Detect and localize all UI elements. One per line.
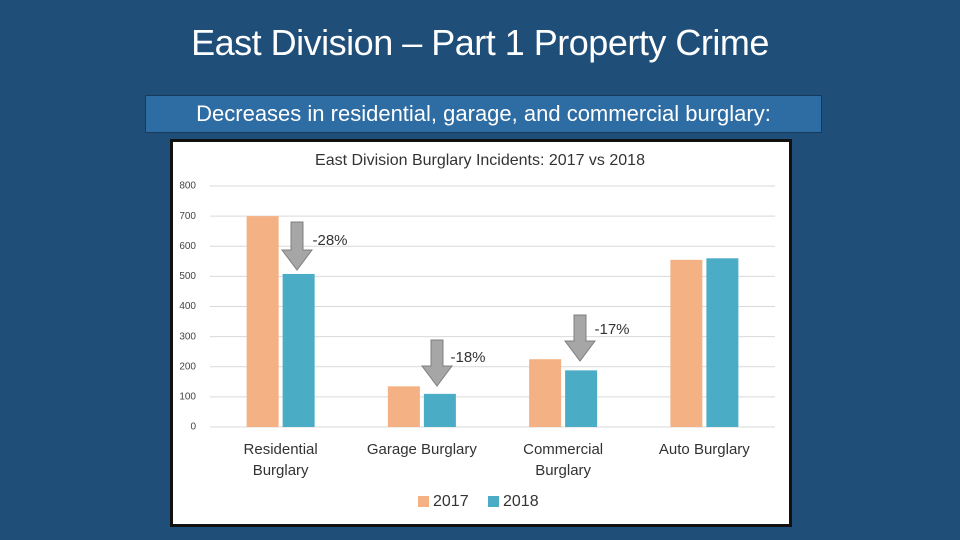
y-tick-label: 600 (179, 241, 196, 252)
y-tick-label: 300 (179, 331, 196, 342)
legend-swatch (418, 496, 429, 507)
annotation: -17% (594, 321, 629, 338)
arrow (281, 221, 313, 271)
bar (423, 393, 456, 427)
x-tick-label: Garage Burglary (366, 441, 477, 458)
arrow (564, 314, 596, 362)
bar (670, 259, 703, 427)
y-tick-label: 100 (179, 392, 196, 403)
chart-title: East Division Burglary Incidents: 2017 v… (315, 152, 645, 169)
y-tick-label: 500 (179, 271, 196, 282)
bar (529, 359, 562, 427)
annotation: -28% (312, 232, 347, 249)
legend-label: 2017 (433, 493, 469, 510)
x-tick-label: Auto Burglary (658, 441, 750, 458)
legend-swatch (488, 496, 499, 507)
y-tick-label: 700 (179, 211, 196, 222)
bar (387, 386, 420, 427)
legend-label: 2018 (503, 493, 539, 510)
y-tick-label: 800 (179, 181, 196, 192)
bar (282, 273, 315, 427)
annotation: -18% (450, 349, 485, 366)
slide-title: East Division – Part 1 Property Crime (191, 22, 769, 63)
x-tick-label: Commercial Burglary (523, 441, 604, 479)
bar (565, 370, 598, 427)
arrow (421, 339, 453, 387)
y-tick-label: 400 (179, 301, 196, 312)
y-tick-label: 0 (190, 422, 196, 433)
slide-subtitle: Decreases in residential, garage, and co… (145, 95, 822, 133)
bar (246, 216, 279, 427)
bar (706, 258, 739, 427)
y-tick-label: 200 (179, 361, 196, 372)
x-tick-label: Residential Burglary (243, 441, 318, 479)
